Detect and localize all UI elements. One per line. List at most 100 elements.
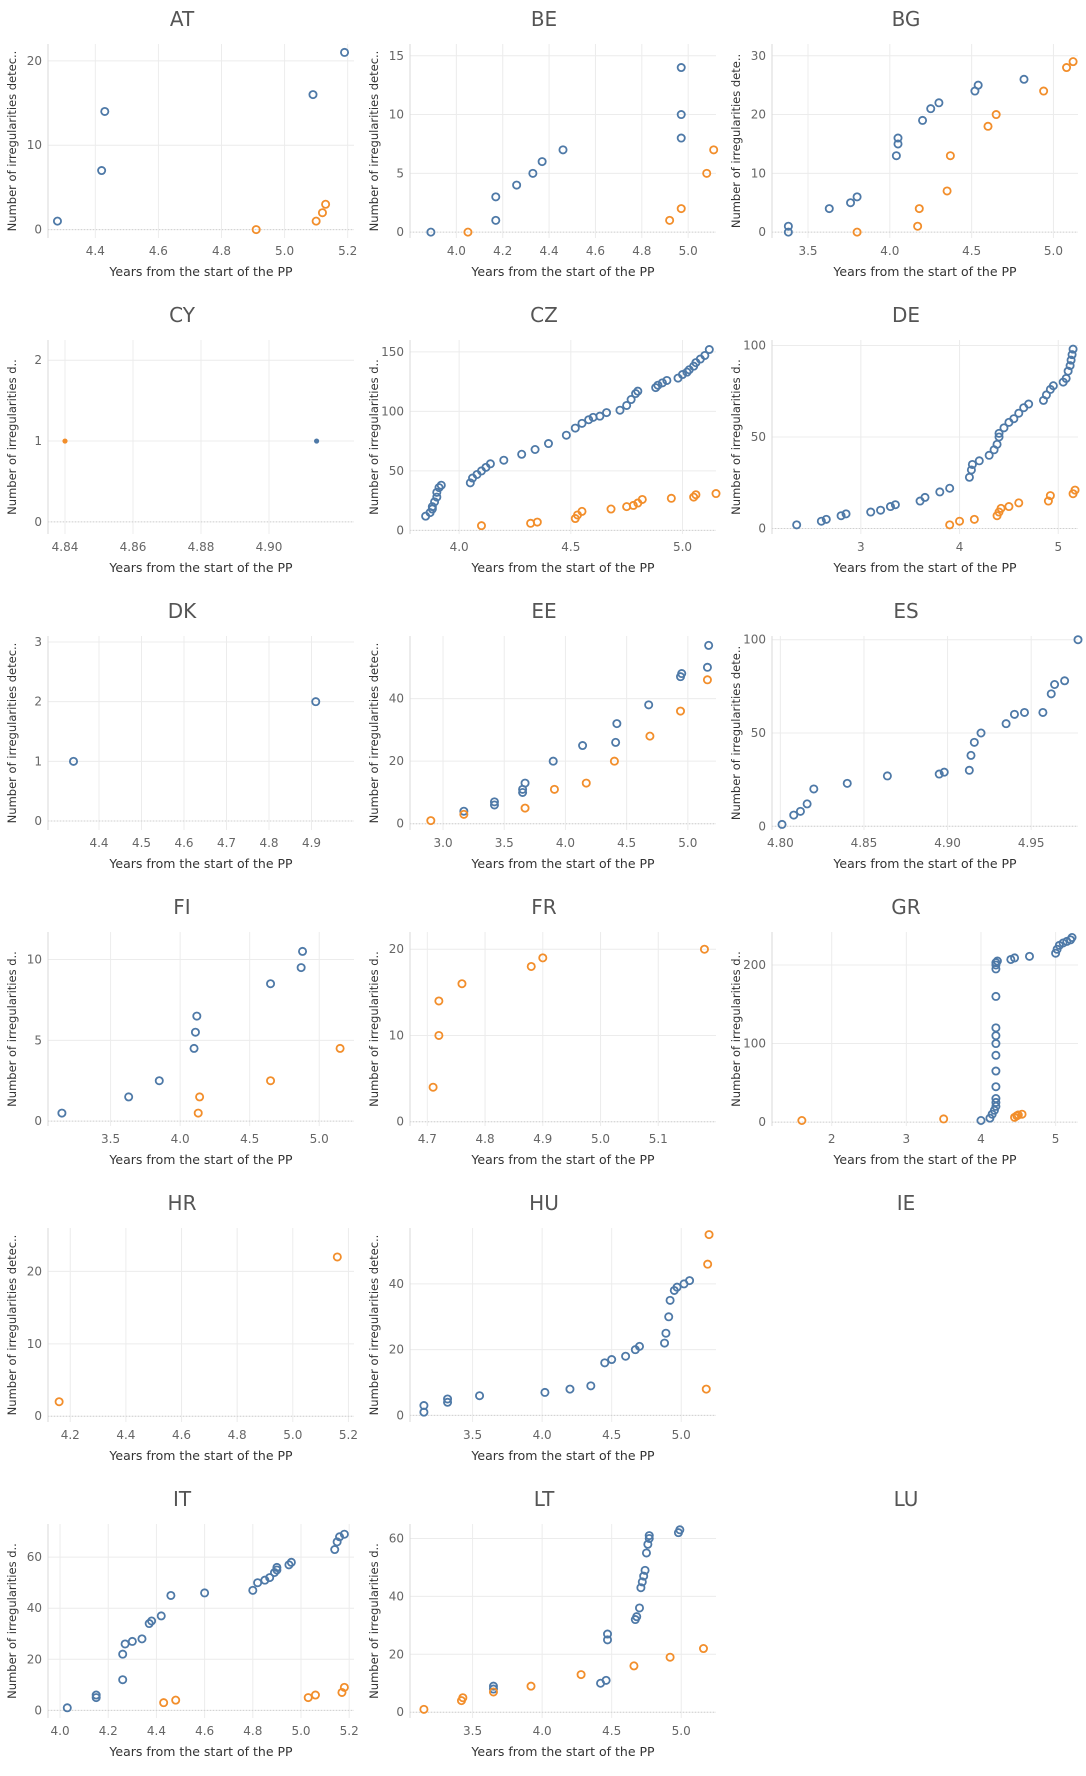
x-axis-label: Years from the start of the PP <box>832 1152 1017 1167</box>
x-tick-label: 4.86 <box>120 540 147 554</box>
data-point-orange <box>701 1384 711 1394</box>
data-point-blue <box>265 1573 275 1583</box>
data-point-orange <box>476 521 486 531</box>
x-axis-label: Years from the start of the PP <box>470 856 655 871</box>
data-point-orange <box>1045 491 1055 501</box>
data-point-orange <box>171 1695 181 1705</box>
data-point-orange <box>645 731 655 741</box>
data-point-blue <box>926 104 936 114</box>
data-point-blue <box>432 492 442 502</box>
data-point-orange <box>526 1681 536 1691</box>
y-tick-label: 20 <box>389 1647 404 1661</box>
x-tick-label: 4.7 <box>418 1132 437 1146</box>
data-point-orange <box>945 151 955 161</box>
data-point-blue <box>991 991 1001 1001</box>
data-point-blue <box>824 204 834 214</box>
data-point-orange <box>914 204 924 214</box>
y-tick-label: 10 <box>389 1028 404 1042</box>
data-point-blue <box>991 1050 1001 1060</box>
data-point-blue <box>789 810 799 820</box>
data-point-blue <box>639 1571 649 1581</box>
data-point-blue <box>1019 74 1029 84</box>
data-point-orange <box>699 944 709 954</box>
data-point-orange <box>996 503 1006 513</box>
data-point-blue <box>1024 951 1034 961</box>
data-point-blue <box>520 778 530 788</box>
data-point-blue <box>1038 707 1048 717</box>
y-tick-label: 20 <box>27 1652 42 1666</box>
data-point-orange <box>549 784 559 794</box>
y-tick-label: 60 <box>389 1531 404 1545</box>
data-point-orange <box>335 1043 345 1053</box>
y-tick-label: 1 <box>34 434 42 448</box>
x-tick-label: 4.0 <box>171 1132 190 1146</box>
data-point-orange <box>852 227 862 237</box>
data-point-orange <box>702 675 712 685</box>
y-tick-label: 20 <box>389 942 404 956</box>
data-point-blue <box>991 1094 1001 1104</box>
data-point-blue <box>607 1355 617 1365</box>
data-point-orange <box>945 520 955 530</box>
x-axis-label: Years from the start of the PP <box>832 560 1017 575</box>
data-point-blue <box>586 1381 596 1391</box>
data-point-orange <box>942 186 952 196</box>
data-point-blue <box>192 1011 202 1021</box>
x-tick-label: 5.0 <box>283 1428 302 1442</box>
data-point-blue <box>272 1562 282 1572</box>
y-tick-label: 40 <box>389 1589 404 1603</box>
data-point-orange <box>317 208 327 218</box>
data-point-blue <box>677 370 687 380</box>
data-point-orange <box>54 1397 64 1407</box>
x-tick-label: 4 <box>956 540 964 554</box>
x-tick-label: 4.8 <box>632 244 651 258</box>
data-point-blue <box>154 1076 164 1086</box>
data-point-blue <box>991 1023 1001 1033</box>
data-point-blue <box>601 1675 611 1685</box>
data-point-blue <box>934 98 944 108</box>
data-point-orange <box>434 996 444 1006</box>
x-axis-label: Years from the start of the PP <box>470 1744 655 1759</box>
data-point-blue <box>118 1649 128 1659</box>
panel-title-fi: FI <box>173 895 190 919</box>
data-point-blue <box>672 1282 682 1292</box>
data-point-orange <box>62 438 68 444</box>
data-point-blue <box>966 750 976 760</box>
data-point-blue <box>634 1603 644 1613</box>
data-point-blue <box>127 1636 137 1646</box>
data-point-blue <box>682 367 692 377</box>
data-point-blue <box>600 1358 610 1368</box>
data-point-blue <box>57 1108 67 1118</box>
data-point-blue <box>821 514 831 524</box>
panel-title-cz: CZ <box>530 303 558 327</box>
data-point-orange <box>983 121 993 131</box>
data-point-blue <box>561 430 571 440</box>
y-axis-label: Number of irregularities dete.. <box>729 54 743 228</box>
data-point-blue <box>602 408 612 418</box>
x-tick-label: 4.5 <box>617 836 636 850</box>
x-tick-label: 5.0 <box>310 1132 329 1146</box>
panel-it: IT 4.0 4.2 4.4 4.6 4.8 5.0 5.2 0 20 40 60 Years from… <box>5 1487 359 1759</box>
panel-bg: BG 3.5 4.0 4.5 5.0 0 10 20 30 Years from the star… <box>729 7 1078 279</box>
x-tick-label: 4.0 <box>447 244 466 258</box>
y-axis-label: Number of irregularities d.. <box>5 1543 19 1699</box>
data-point-blue <box>52 216 62 226</box>
data-point-blue <box>286 1557 296 1567</box>
data-point-blue <box>166 1590 176 1600</box>
y-axis-label: Number of irregularities d.. <box>729 359 743 515</box>
data-point-orange <box>266 1076 276 1086</box>
data-point-blue <box>308 90 318 100</box>
data-point-blue <box>612 719 622 729</box>
x-tick-label: 4.88 <box>188 540 215 554</box>
x-tick-label: 4.0 <box>533 1428 552 1442</box>
data-point-orange <box>311 216 321 226</box>
data-point-blue <box>622 400 632 410</box>
data-point-orange <box>193 1108 203 1118</box>
x-tick-label: 4.2 <box>99 1724 118 1738</box>
data-point-orange <box>702 168 712 178</box>
data-point-blue <box>436 480 446 490</box>
data-point-blue <box>777 819 787 829</box>
data-point-blue <box>91 1690 101 1700</box>
data-point-orange <box>459 809 469 819</box>
data-point-blue <box>339 1529 349 1539</box>
